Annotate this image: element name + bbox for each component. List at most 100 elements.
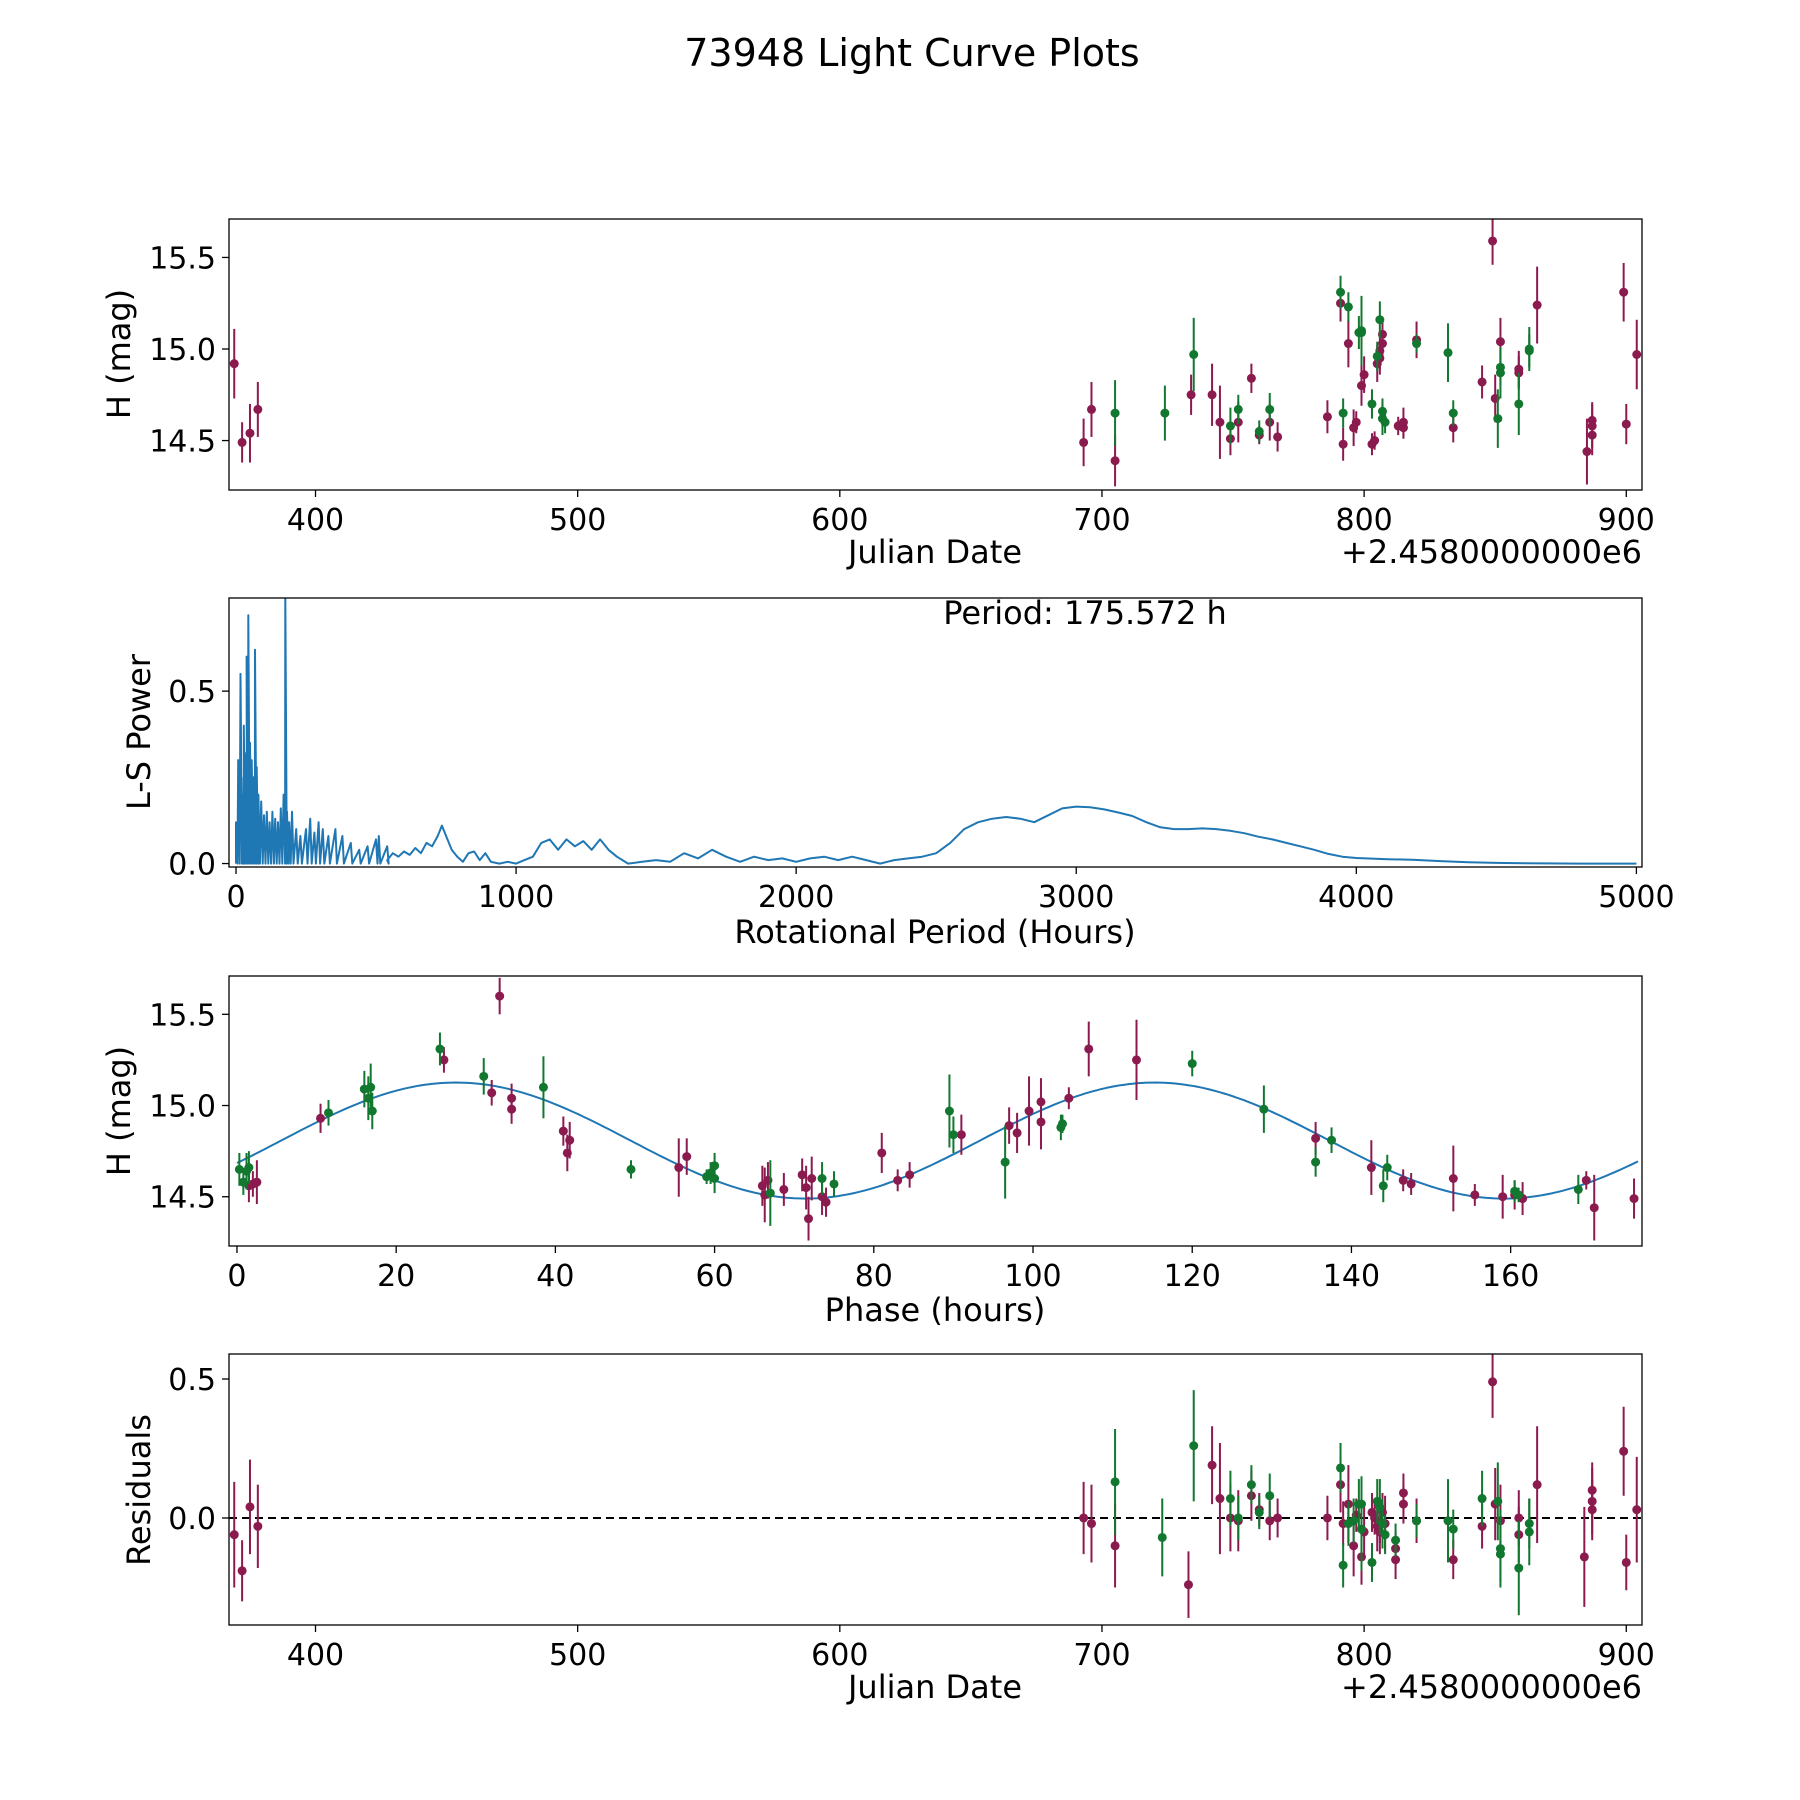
- light-curve-point: [1186, 390, 1196, 400]
- phased-curve-axes-frame: [228, 975, 1643, 1247]
- periodogram-xtick-label: 0: [226, 880, 245, 915]
- residuals-point: [1495, 1549, 1505, 1559]
- residuals-point: [1110, 1477, 1120, 1487]
- light-curve-point: [1582, 447, 1592, 457]
- phased-curve-point: [948, 1130, 958, 1140]
- light-curve-point: [1207, 390, 1217, 400]
- phased-curve-xtick-label: 80: [855, 1259, 893, 1294]
- light-curve-point: [1246, 373, 1256, 383]
- residuals-point: [1157, 1532, 1167, 1542]
- residuals-point: [1621, 1557, 1631, 1567]
- residuals-xtick-label: 500: [549, 1638, 606, 1673]
- phased-curve-xtick-label: 140: [1323, 1259, 1380, 1294]
- light-curve-point: [1322, 412, 1332, 422]
- residuals-point: [1443, 1516, 1453, 1526]
- residuals-point: [1532, 1480, 1542, 1490]
- residuals-point: [1619, 1446, 1629, 1456]
- residuals-point: [237, 1566, 247, 1576]
- phased-curve-point: [1448, 1174, 1458, 1183]
- phased-curve-point: [1259, 1104, 1269, 1114]
- phased-curve-point: [1382, 1163, 1392, 1173]
- phased-curve-point: [565, 1135, 575, 1145]
- phased-curve-marks: [234, 977, 1639, 1241]
- residuals-point: [1183, 1580, 1193, 1590]
- residuals-point: [1225, 1494, 1235, 1504]
- phased-curve-point: [435, 1044, 445, 1054]
- residuals-point: [1349, 1541, 1359, 1551]
- phased-curve-xtick-label: 0: [227, 1259, 246, 1294]
- phased-curve-xtick-label: 120: [1164, 1259, 1221, 1294]
- residuals-offset-label: +2.4580000000e6: [1341, 1668, 1642, 1706]
- phased-curve-point: [821, 1197, 831, 1207]
- light-curve-xtick-label: 800: [1335, 503, 1392, 538]
- phased-curve-point: [1406, 1179, 1416, 1189]
- residuals-point: [1391, 1555, 1401, 1565]
- phased-curve-plot-area: [234, 977, 1639, 1241]
- light-curve-point: [1110, 456, 1120, 466]
- phased-curve-point: [367, 1106, 377, 1116]
- periodogram-xtick-label: 4000: [1318, 880, 1394, 915]
- light-curve-point: [1343, 302, 1353, 312]
- residuals-point: [245, 1502, 255, 1512]
- phased-curve-point: [1514, 1190, 1524, 1200]
- residuals-point: [1412, 1516, 1422, 1526]
- phased-curve-point: [479, 1071, 489, 1081]
- phased-curve-point: [817, 1174, 827, 1183]
- phased-curve-ticks: 0 20 40 60 80 100 120 140 160 14.5 15.0 15.5: [149, 998, 1539, 1294]
- light-curve-point: [1375, 315, 1385, 325]
- residuals-panel: 400 500 600 700 800 900 0.0 0.5 Julian Date +2.…: [120, 1353, 1655, 1706]
- phased-curve-point: [252, 1177, 262, 1187]
- phased-model-curve: [236, 1081, 1639, 1200]
- residuals-point: [1338, 1560, 1348, 1570]
- residuals-point: [1246, 1480, 1256, 1490]
- residuals-point: [1367, 1557, 1377, 1567]
- periodogram-plot-area: [235, 598, 1637, 865]
- phased-curve-ytick-label: 15.0: [149, 1090, 216, 1125]
- residuals-ticks: 400 500 600 700 800 900 0.0 0.5: [168, 1363, 1655, 1673]
- light-curve-xtick-label: 500: [549, 503, 606, 538]
- light-curve-point: [253, 404, 263, 414]
- residuals-ylabel: Residuals: [120, 1414, 158, 1566]
- light-curve-point: [1225, 421, 1235, 431]
- phased-curve-point: [893, 1175, 903, 1185]
- periodogram-annotation: Period: 175.572 h: [943, 594, 1227, 632]
- phased-curve-point: [1470, 1190, 1480, 1200]
- phased-curve-point: [1398, 1175, 1408, 1185]
- periodogram-xtick-label: 2000: [758, 880, 834, 915]
- periodogram-axes-frame: [228, 597, 1643, 868]
- phased-curve-xtick-label: 60: [696, 1259, 734, 1294]
- light-curve-point: [1524, 344, 1534, 354]
- phased-curve-point: [1024, 1106, 1034, 1116]
- residuals-xtick-label: 800: [1335, 1638, 1392, 1673]
- phased-curve-point: [1378, 1181, 1388, 1191]
- residuals-xtick-label: 900: [1598, 1638, 1655, 1673]
- phased-curve-point: [804, 1214, 814, 1224]
- light-curve-point: [1493, 414, 1503, 424]
- light-curve-point: [1495, 362, 1505, 372]
- periodogram-marks: [235, 598, 1637, 865]
- phased-curve-xtick-label: 160: [1482, 1259, 1539, 1294]
- light-curve-point: [1254, 426, 1264, 436]
- periodogram-ytick-label: 0.5: [168, 675, 216, 710]
- phased-curve-point: [1132, 1055, 1142, 1065]
- light-curve-axes-frame: [228, 218, 1643, 491]
- residuals-point: [1356, 1524, 1366, 1534]
- phased-curve-point: [1000, 1157, 1010, 1167]
- residuals-point: [1079, 1513, 1089, 1523]
- phased-curve-point: [682, 1152, 692, 1162]
- periodogram-xtick-label: 5000: [1598, 880, 1674, 915]
- light-curve-point: [1443, 348, 1453, 358]
- residuals-point: [1336, 1463, 1346, 1473]
- light-curve-point: [245, 428, 255, 438]
- residuals-point: [1488, 1377, 1498, 1387]
- phased-curve-point: [1084, 1044, 1094, 1054]
- light-curve-point: [1448, 408, 1458, 418]
- light-curve-point: [1351, 417, 1361, 427]
- light-curve-point: [1477, 377, 1487, 387]
- light-curve-ytick-label: 15.0: [149, 333, 216, 368]
- phased-curve-point: [801, 1183, 811, 1193]
- phased-curve-point: [807, 1174, 817, 1183]
- phased-curve-ylabel: H (mag): [100, 1046, 138, 1176]
- light-curve-point: [1632, 350, 1642, 359]
- phased-curve-point: [1036, 1117, 1046, 1127]
